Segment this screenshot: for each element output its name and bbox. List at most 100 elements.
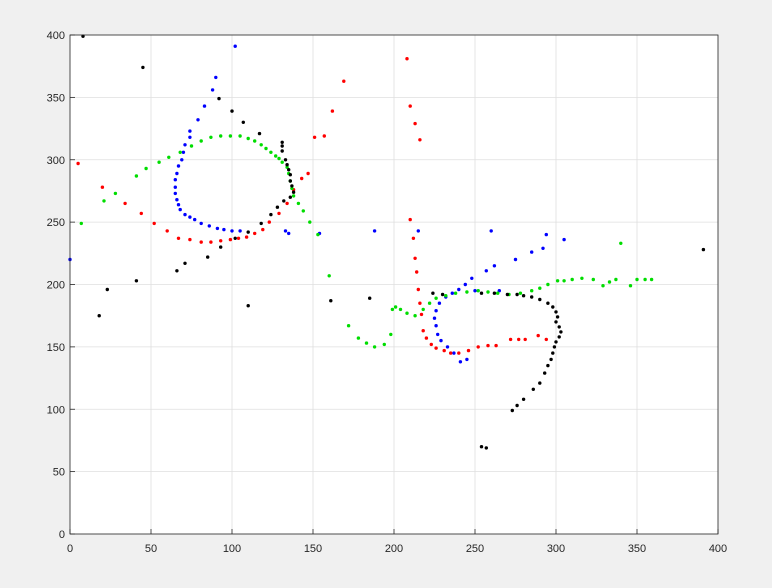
data-point [188,129,192,133]
data-point [538,286,542,290]
data-point [312,135,317,139]
data-point [486,343,490,348]
data-point [372,345,377,349]
x-tick-label: 100 [223,543,241,555]
x-tick-labels: 0 50 100 150 200 250 300 350 400 [67,543,727,555]
data-point [466,348,471,353]
data-point [264,146,268,151]
data-point [288,173,292,177]
data-point [202,104,207,108]
data-point [536,333,540,338]
data-point [531,387,535,391]
data-point [701,247,706,252]
data-point [619,241,623,245]
data-point [555,279,560,283]
data-point [189,144,194,148]
y-tick-label: 400 [47,30,65,42]
y-tick-label: 50 [53,467,65,479]
data-point [551,305,555,309]
y-tick-labels: 0 50 100 150 200 250 300 350 400 [47,30,65,541]
data-point [453,291,458,295]
data-point [419,312,424,317]
data-point [546,301,550,305]
data-point [515,292,519,297]
data-point [285,163,289,167]
data-point [188,237,192,242]
data-point [105,287,110,292]
data-point [280,144,284,148]
x-tick-label: 150 [304,543,322,555]
data-point [552,345,557,349]
data-point [473,289,477,293]
data-point [277,156,281,161]
data-point [277,211,281,216]
data-point [175,171,179,176]
data-point [364,341,369,345]
data-point [134,279,139,283]
data-point [434,309,438,313]
data-point [635,277,639,282]
x-tick-label: 200 [385,543,403,555]
data-point [479,291,484,295]
y-tick-label: 250 [47,217,65,229]
data-point [390,307,395,312]
data-point [134,174,139,178]
data-point [445,345,450,349]
data-point [290,186,294,191]
data-point [253,231,257,236]
x-tick-label: 250 [466,543,484,555]
data-point [538,381,542,385]
data-point [523,337,527,342]
data-point [530,295,534,299]
data-point [144,166,148,171]
data-point [465,290,469,294]
data-point [555,315,560,319]
data-point [551,351,555,355]
data-point [113,191,118,196]
data-point [601,284,605,288]
data-point [230,109,234,113]
data-point [434,296,438,300]
data-point [416,287,420,292]
data-point [492,264,497,268]
data-point [484,269,488,273]
data-point [505,292,510,297]
data-point [562,237,566,242]
data-point [287,231,291,236]
data-point [176,164,181,168]
data-point [496,291,500,295]
y-tick-label: 350 [47,92,65,104]
data-point [157,160,161,164]
data-point [427,301,432,305]
data-point [515,403,519,408]
data-point [510,408,514,413]
data-point [165,229,169,233]
x-tick-label: 300 [547,543,565,555]
data-point [193,217,197,222]
data-point [139,211,143,216]
data-point [544,337,548,342]
data-point [530,250,534,254]
data-point [285,201,289,206]
data-point [327,274,331,278]
x-tick-label: 350 [628,543,646,555]
data-point [405,57,409,61]
data-point [183,261,187,265]
data-point [269,212,273,217]
data-point [215,226,220,231]
data-point [457,351,461,355]
data-point [408,104,412,108]
data-point [418,138,422,142]
data-point [431,291,435,295]
data-point [492,291,497,295]
x-tick-label: 50 [145,543,157,555]
data-point [457,287,461,292]
data-point [306,171,310,176]
data-point [233,44,237,48]
data-point [497,289,501,293]
data-point [188,135,192,139]
data-point [238,229,242,233]
data-point [219,245,223,249]
data-point [241,120,245,125]
data-point [463,282,467,287]
